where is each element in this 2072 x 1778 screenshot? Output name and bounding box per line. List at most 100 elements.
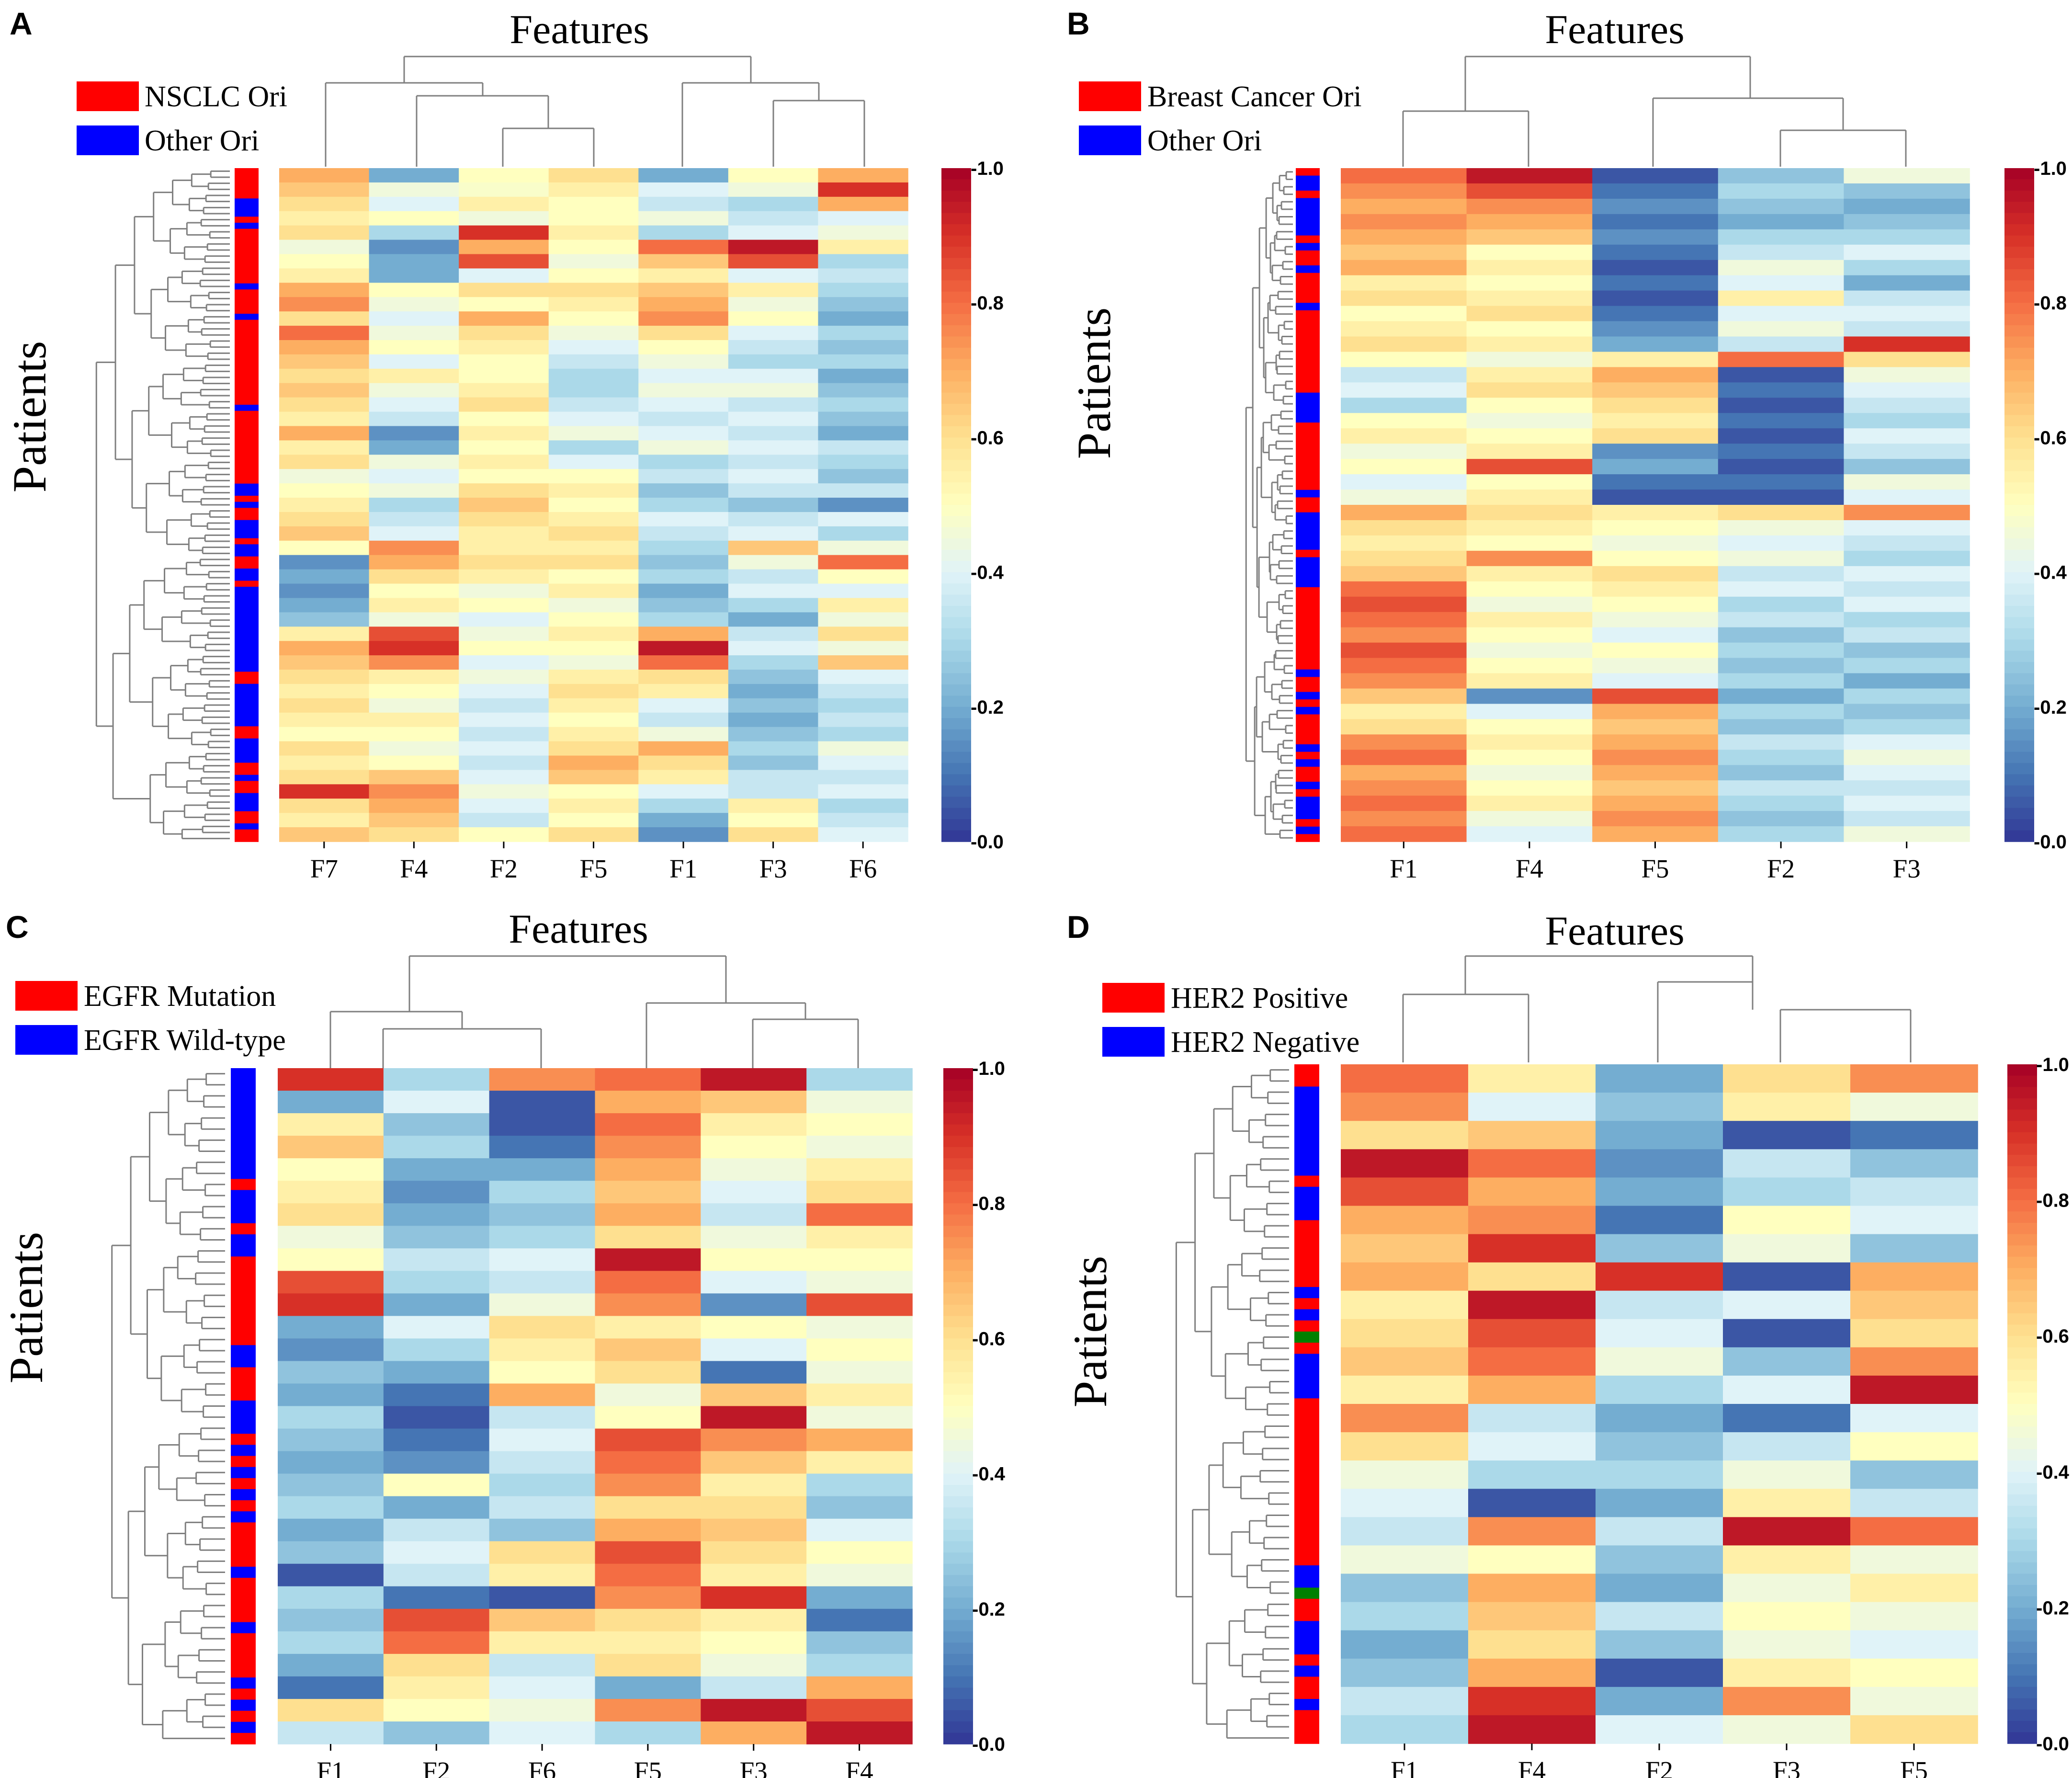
colorbar-segment (2004, 774, 2034, 786)
colorbar-segment (941, 594, 971, 606)
heatmap-cell (459, 383, 549, 398)
heatmap-cell (806, 1474, 913, 1497)
heatmap-cell (549, 727, 639, 742)
heatmap-cell (1341, 1659, 1469, 1687)
row-annotation-segment (1296, 415, 1320, 423)
heatmap-cell (1467, 459, 1593, 475)
colorbar-segment (2007, 1585, 2037, 1596)
heatmap-cell (1850, 1545, 1978, 1574)
heatmap-cell (549, 283, 639, 297)
heatmap-cell (1341, 796, 1467, 811)
heatmap-cell (818, 813, 908, 828)
row-annotation-segment (1296, 176, 1320, 183)
heatmap-cell (818, 827, 908, 842)
colorbar-segment (2007, 1087, 2037, 1098)
row-annotation-segment (1296, 460, 1320, 467)
heatmap-cell (279, 254, 369, 269)
colorbar-segment (941, 437, 971, 449)
heatmap-cell (278, 1113, 384, 1136)
heatmap-cell (1467, 337, 1593, 353)
heatmap-cell (279, 211, 369, 226)
row-annotation-segment (235, 611, 259, 617)
row-annotation-segment (1296, 654, 1320, 662)
heatmap-cell (818, 684, 908, 699)
row-annotation-segment (1296, 430, 1320, 438)
heatmap-cell (1467, 566, 1593, 582)
row-annotation-segment (1294, 1398, 1319, 1410)
heatmap-cell (1723, 1432, 1851, 1461)
row-annotation-segment (235, 217, 259, 223)
row-annotation-segment (1296, 348, 1320, 355)
row-annotation-segment (235, 769, 259, 775)
heatmap-cell (489, 1406, 596, 1429)
colorbar-segment (943, 1068, 973, 1080)
heatmap-cell (728, 770, 818, 785)
heatmap-cell (701, 1654, 807, 1677)
colorbar-segment (943, 1125, 973, 1136)
heatmap-cell (1592, 765, 1718, 781)
heatmap-cell (595, 1113, 702, 1136)
colorbar-segment (943, 1451, 973, 1463)
heatmap-cell (369, 584, 459, 599)
row-annotation-segment (1296, 273, 1320, 281)
heatmap-cell (279, 483, 369, 498)
heatmap-cell (1341, 505, 1467, 521)
row-annotation-segment (235, 289, 259, 296)
colorbar-segment (2007, 1675, 2037, 1687)
heatmap-cell (1844, 474, 1970, 490)
row-annotation-segment (231, 1390, 256, 1401)
heatmap-cell (1592, 826, 1718, 842)
heatmap-cell (489, 1631, 596, 1654)
colorbar-segment (2007, 1257, 2037, 1268)
heatmap-cell (384, 1721, 490, 1744)
colorbar-segment (943, 1293, 973, 1305)
row-annotation-segment (1296, 370, 1320, 378)
heatmap-cell (1844, 199, 1970, 215)
row-annotation-segment (231, 1201, 256, 1213)
row-annotation-segment (1296, 632, 1320, 640)
heatmap-cell (595, 1361, 702, 1384)
row-annotation-segment (1296, 333, 1320, 341)
colorbar-tick-label: -0.0 (972, 1734, 1005, 1755)
colorbar-segment (2004, 292, 2034, 303)
colorbar-segment (941, 213, 971, 225)
heatmap-cell (549, 197, 639, 212)
heatmap-cell (728, 426, 818, 441)
row-annotation-segment (1294, 1354, 1319, 1365)
heatmap-cell (1341, 581, 1467, 597)
heatmap-cell (1467, 658, 1593, 674)
heatmap-cell (384, 1338, 490, 1361)
heatmap-cell (1718, 612, 1844, 628)
heatmap-cell (728, 483, 818, 498)
heatmap-cell (1844, 245, 1970, 261)
heatmap-cell (1844, 413, 1970, 429)
colorbar-segment (943, 1462, 973, 1474)
heatmap-cell (1467, 536, 1593, 551)
heatmap-cell (1592, 352, 1718, 367)
colorbar-segment (2007, 1528, 2037, 1540)
heatmap-cell (818, 756, 908, 771)
colorbar-segment (943, 1597, 973, 1609)
heatmap-cell (278, 1203, 384, 1226)
x-tick-label-f3: F3 (740, 1756, 768, 1778)
heatmap-cell (806, 1631, 913, 1654)
heatmap-cell (369, 354, 459, 369)
heatmap-cell (595, 1181, 702, 1204)
colorbar-segment (941, 258, 971, 269)
heatmap-cell (1718, 245, 1844, 261)
heatmap-cell (595, 1654, 702, 1677)
heatmap-cell (459, 412, 549, 427)
panel-d-column-dendrogram (1403, 956, 1911, 1062)
colorbar-segment (2004, 763, 2034, 775)
row-annotation-segment (235, 447, 259, 454)
heatmap-cell (1723, 1121, 1851, 1150)
heatmap-cell (638, 555, 728, 570)
heatmap-cell (1592, 688, 1718, 704)
heatmap-cell (638, 168, 728, 183)
heatmap-cell (638, 469, 728, 484)
row-annotation-segment (1296, 191, 1320, 198)
heatmap-cell (1468, 1064, 1596, 1093)
colorbar-segment (2004, 393, 2034, 404)
heatmap-cell (818, 354, 908, 369)
heatmap-cell (1341, 673, 1467, 689)
